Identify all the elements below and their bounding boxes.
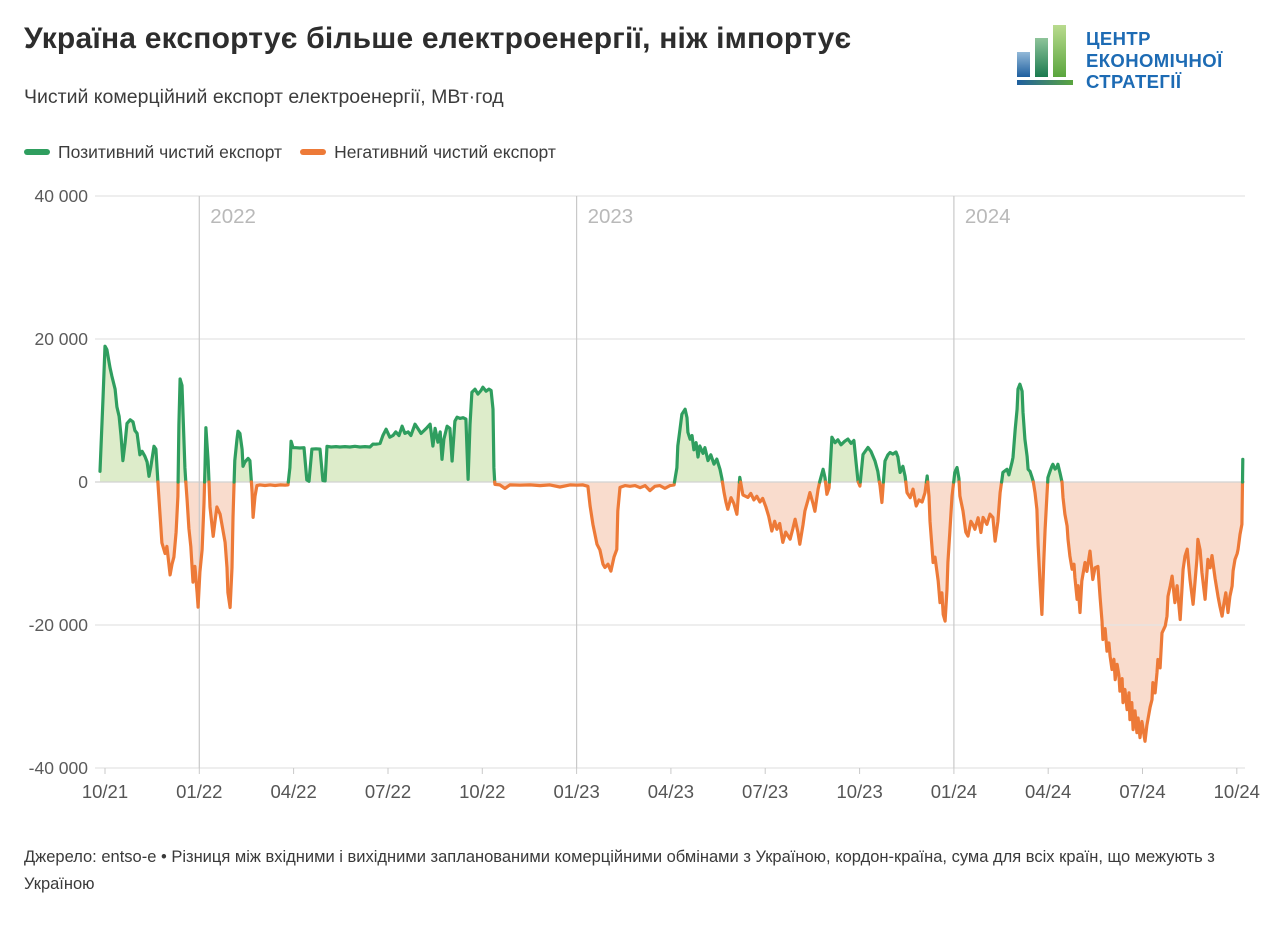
x-tick-label: 01/23 [553,781,599,802]
x-tick-label: 01/24 [931,781,977,802]
legend-item: Негативний чистий експорт [300,140,556,164]
y-tick-label: 0 [78,472,88,492]
negative-area [185,482,205,608]
positive-area [100,346,158,482]
positive-net-export-line [858,445,881,484]
negative-net-export-line [720,480,741,516]
legend-swatch [300,149,327,155]
negative-area [1033,482,1048,615]
year-label: 2022 [210,205,256,228]
x-tick-label: 10/21 [82,781,128,802]
negative-net-export-line [904,480,928,508]
negative-area [740,482,820,545]
positive-net-export-line [924,474,930,484]
year-label: 2024 [965,205,1011,228]
y-tick-label: -20 000 [29,615,89,635]
positive-net-export-line [1046,462,1064,484]
net-export-chart: 40 000 20 000 0 -20 000 -40 000 2022 2023 2024 1… [0,186,1280,818]
chart-subtitle: Чистий комерційний експорт електроенергі… [24,86,504,108]
negative-area [927,482,954,622]
negative-net-export-line [823,480,831,496]
negative-net-export-line [184,480,207,609]
negative-net-export-line [249,480,290,519]
positive-area [829,437,859,482]
positive-net-export-line [827,435,860,484]
year-label: 2023 [588,205,634,228]
y-tick-label: -40 000 [29,758,89,778]
negative-net-export-line [493,480,677,573]
negative-area [494,482,675,572]
negative-net-export-line [207,480,236,610]
positive-area [234,431,252,482]
logo-bar-chart-icon [1016,22,1076,91]
x-tick-label: 04/22 [270,781,316,802]
positive-area [860,447,880,482]
positive-area [883,452,906,482]
x-tick-label: 10/23 [836,781,882,802]
legend-swatch [24,149,50,155]
positive-net-export-line [1000,382,1035,484]
x-tick-label: 04/24 [1025,781,1071,802]
logo-text-line: СТРАТЕГІЇ [1086,71,1182,92]
logo-text-line: ЦЕНТР [1086,28,1151,49]
positive-area [1001,384,1034,482]
chart-legend: Позитивний чистий експорт Негативний чист… [24,140,556,164]
negative-net-export-line [156,480,180,577]
chart-canvas: 40 000 20 000 0 -20 000 -40 000 2022 2023 2024 1… [29,186,1260,802]
x-tick-label: 07/24 [1119,781,1165,802]
page-title: Україна експортує більше електроенергії,… [24,22,852,55]
negative-net-export-line [1031,480,1050,616]
logo-text-line: ЕКОНОМІЧНОЇ [1086,49,1223,71]
negative-net-export-line [957,480,1004,543]
logo-text: ЦЕНТР ЕКОНОМІЧНОЇ СТРАТЕГІЇ [1086,22,1223,93]
legend-label: Негативний чистий експорт [334,141,556,162]
x-tick-label: 07/23 [742,781,788,802]
y-tick-label: 40 000 [34,186,88,206]
y-tick-label: 20 000 [34,329,88,349]
positive-net-export-line [672,407,724,484]
x-tick-label: 04/23 [648,781,694,802]
positive-net-export-line [98,344,160,484]
positive-net-export-line [286,385,497,484]
negative-area [251,482,289,518]
x-tick-label: 07/22 [365,781,411,802]
positive-net-export-line [176,377,188,484]
negative-net-export-line [877,480,885,505]
x-tick-label: 10/22 [459,781,505,802]
negative-net-export-line [1060,480,1245,743]
positive-net-export-line [818,467,828,484]
source-note: Джерело: entso-e • Різниця між вхідними … [24,848,1215,893]
logo: ЦЕНТР ЕКОНОМІЧНОЇ СТРАТЕГІЇ [1016,22,1223,93]
positive-net-export-line [232,429,253,484]
positive-net-export-line [203,426,211,484]
positive-net-export-line [881,450,908,484]
x-tick-label: 01/22 [176,781,222,802]
x-tick-label: 10/24 [1214,781,1260,802]
legend-label: Позитивний чистий експорт [58,141,283,162]
legend-item: Позитивний чистий експорт [24,140,282,164]
negative-net-export-line [926,480,956,623]
negative-net-export-line [739,480,822,546]
positive-net-export-line [952,465,961,484]
